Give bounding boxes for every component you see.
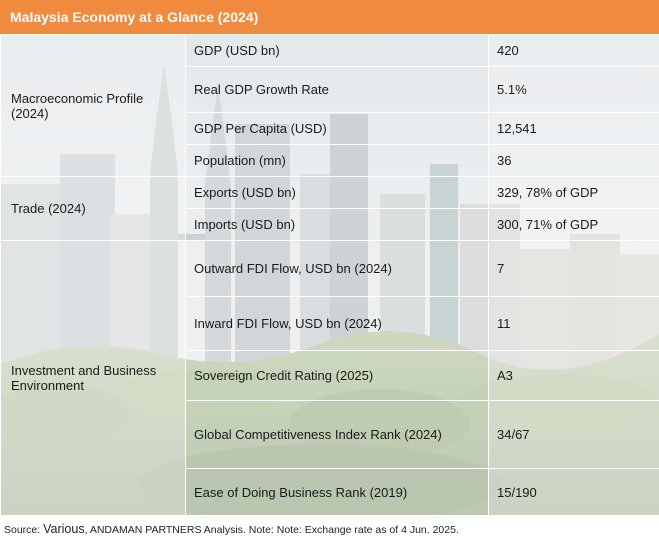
source-rest: , ANDAMAN PARTNERS Analysis. Note: Note:… [84,524,459,536]
category-cell: Trade (2024) [0,176,186,241]
data-table-panel: Macroeconomic Profile (2024) GDP (USD bn… [0,34,659,515]
table-row: Trade (2024) Exports (USD bn) 329, 78% o… [0,176,659,241]
value-cell: 11 [488,296,659,351]
value-cell: 7 [488,240,659,297]
category-cell: Investment and Business Environment [0,240,186,515]
value-cell: 12,541 [488,112,659,145]
indicator-cell: Ease of Doing Business Rank (2019) [185,468,489,515]
value-cell: A3 [488,350,659,401]
indicator-cell: GDP Per Capita (USD) [185,112,489,145]
value-cell: 5.1% [488,66,659,113]
value-cell: 300, 71% of GDP [488,208,659,241]
source-note: Source: Various, ANDAMAN PARTNERS Analys… [4,522,654,536]
indicator-cell: Population (mn) [185,144,489,177]
table-row: Global Competitiveness Index Rank (2024)… [1,400,659,469]
indicator-cell: Imports (USD bn) [185,208,489,241]
table-row: Inward FDI Flow, USD bn (2024) 11 [1,296,659,351]
value-cell: 15/190 [488,468,659,515]
indicator-cell: Outward FDI Flow, USD bn (2024) [185,240,489,297]
value-cell: 36 [488,144,659,177]
table-row: Ease of Doing Business Rank (2019) 15/19… [1,468,659,515]
indicator-cell: Inward FDI Flow, USD bn (2024) [185,296,489,351]
indicator-cell: Real GDP Growth Rate [185,66,489,113]
economy-table: Macroeconomic Profile (2024) GDP (USD bn… [0,34,659,515]
source-various: Various [43,522,85,536]
indicator-cell: Exports (USD bn) [185,176,489,209]
indicator-cell: GDP (USD bn) [185,34,489,67]
table-row: Real GDP Growth Rate 5.1% [1,66,659,113]
table-row: Macroeconomic Profile (2024) GDP (USD bn… [0,34,659,177]
indicator-cell: Global Competitiveness Index Rank (2024) [185,400,489,469]
value-cell: 34/67 [488,400,659,469]
table-row: Population (mn) 36 [1,144,659,177]
value-cell: 420 [488,34,659,67]
table-title: Malaysia Economy at a Glance (2024) [0,0,659,34]
value-cell: 329, 78% of GDP [488,176,659,209]
table-row: Investment and Business Environment Outw… [0,240,659,515]
indicator-cell: Sovereign Credit Rating (2025) [185,350,489,401]
table-row: Sovereign Credit Rating (2025) A3 [1,350,659,401]
source-prefix: Source: [4,524,44,536]
category-cell: Macroeconomic Profile (2024) [0,34,186,177]
